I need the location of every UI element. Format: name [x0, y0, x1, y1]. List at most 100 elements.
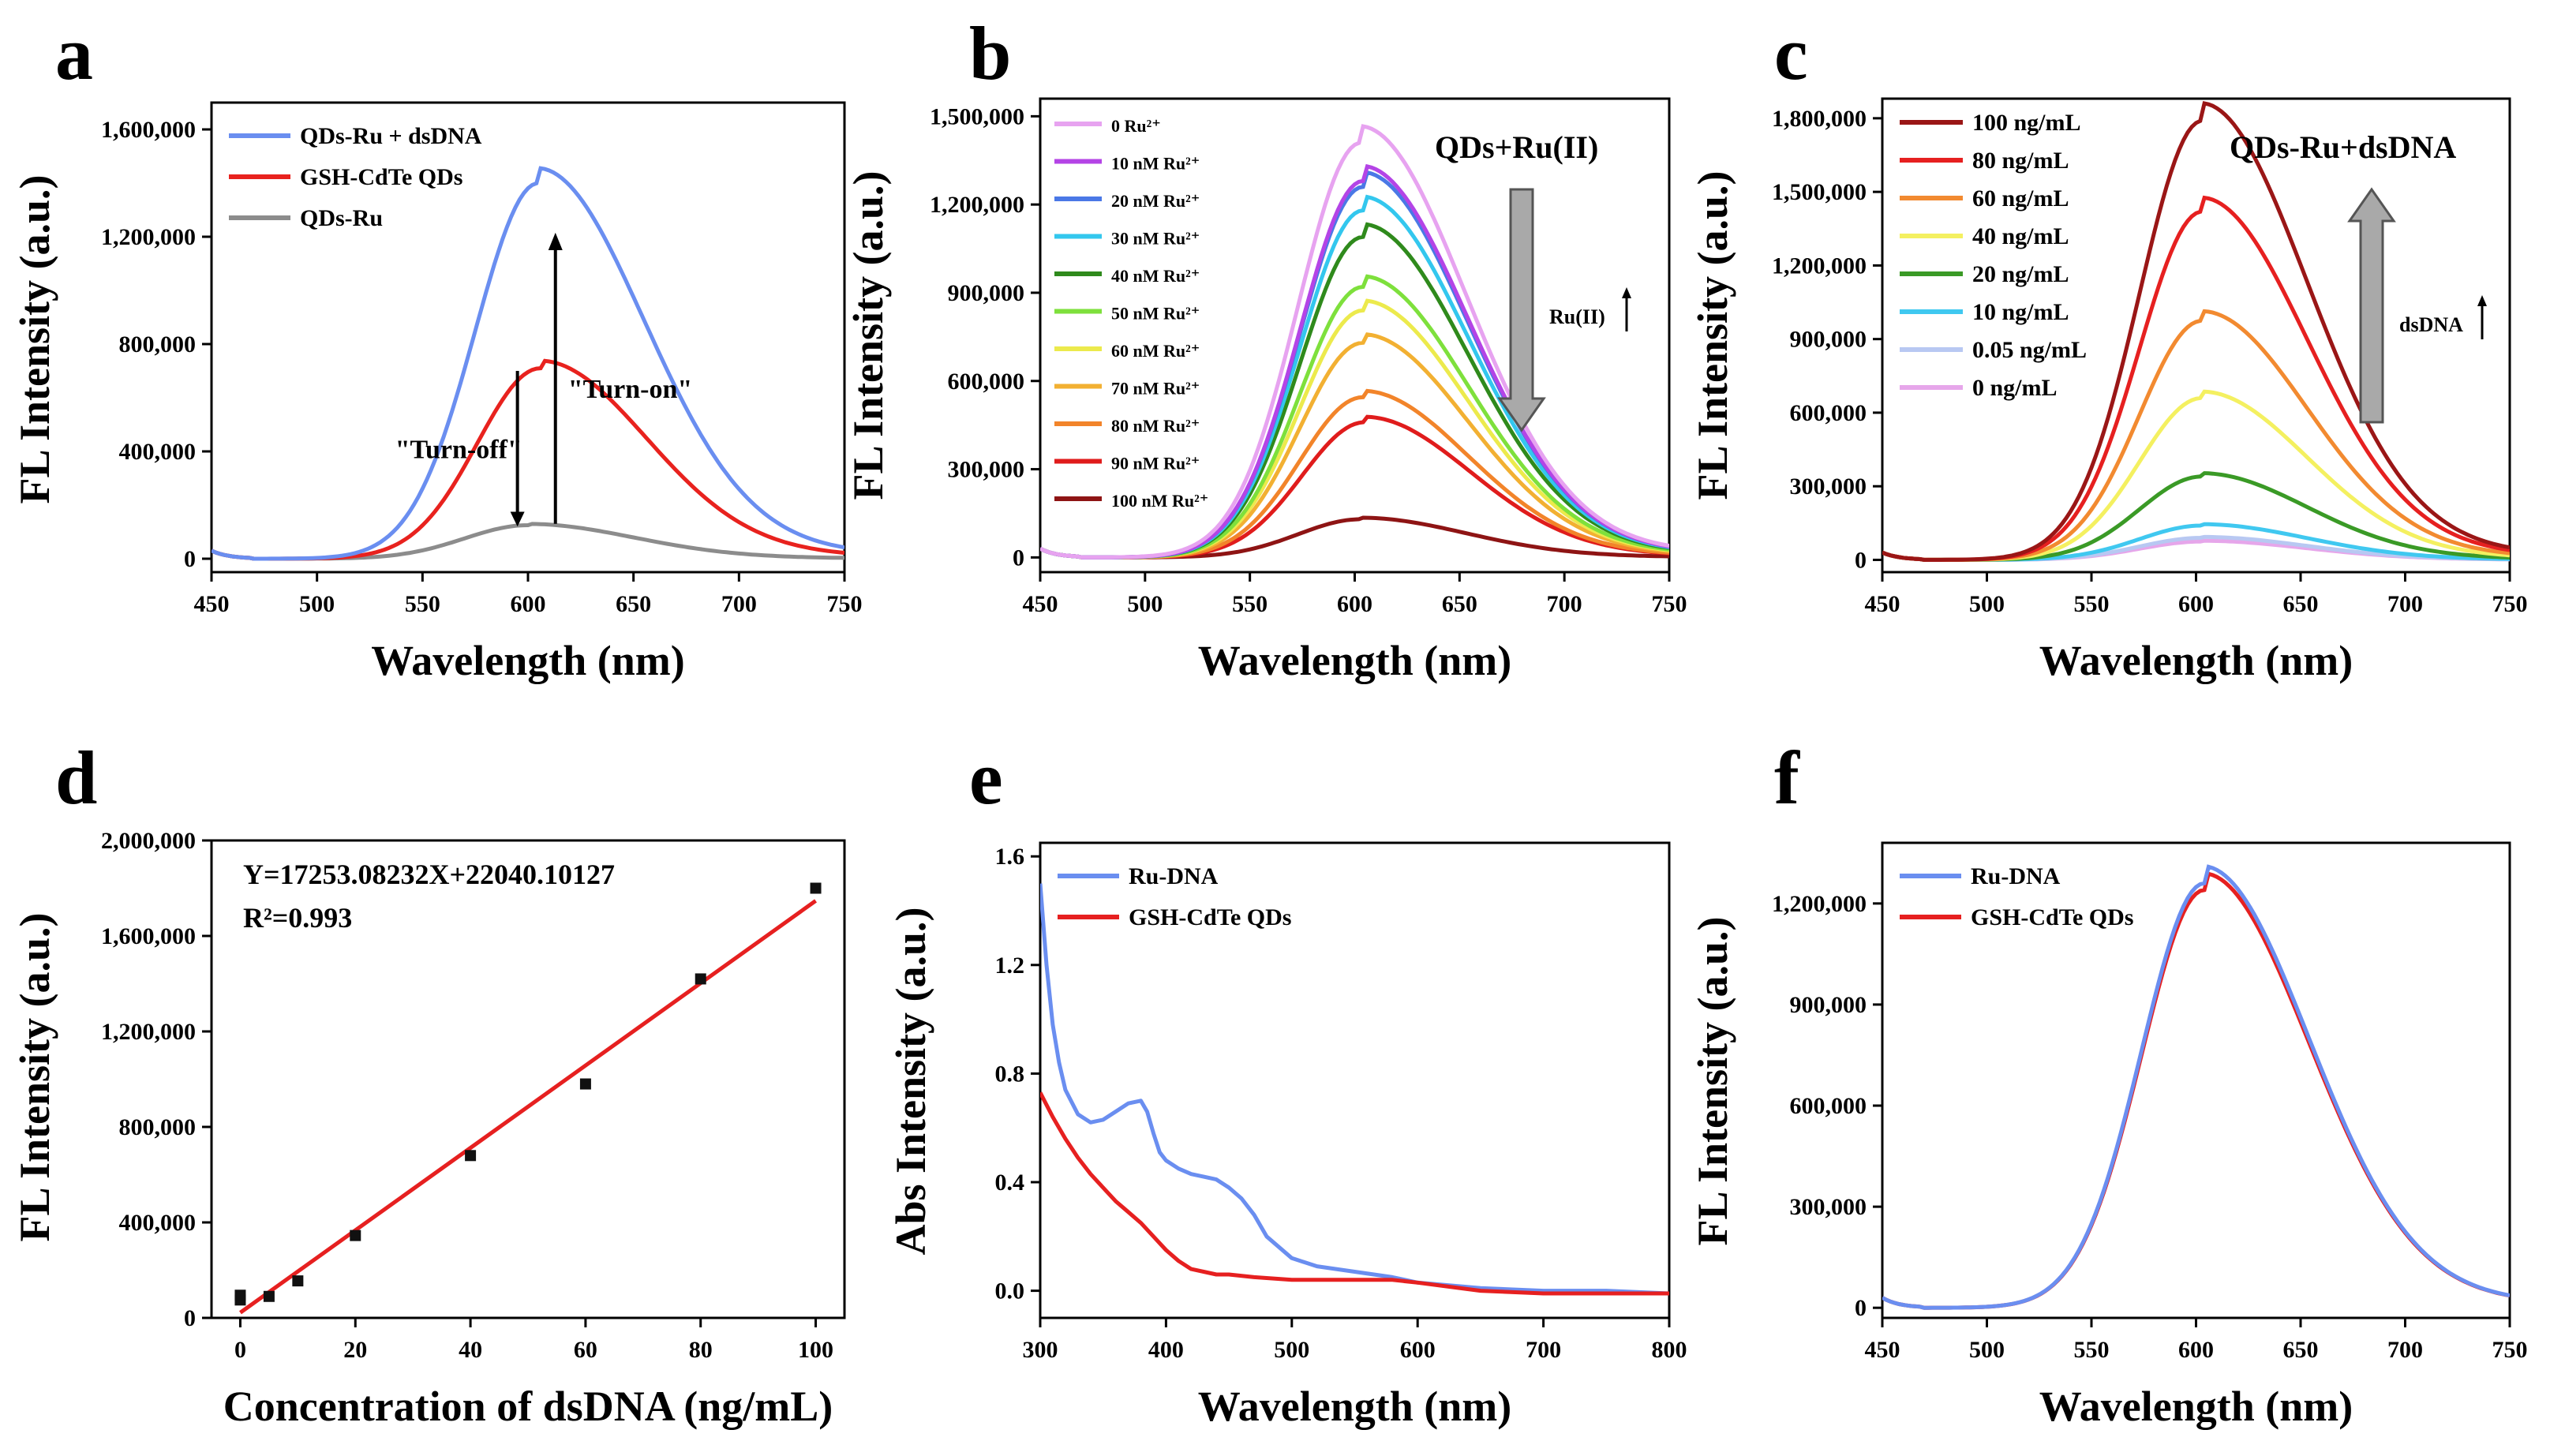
- plot-area: [1040, 883, 1669, 1296]
- series-line: [1040, 332, 1669, 560]
- legend-label: QDs-Ru + dsDNA: [300, 123, 482, 149]
- y-tick-label: 1,500,000: [930, 103, 1024, 129]
- x-tick-label: 600: [1337, 591, 1372, 617]
- x-axis-label: Wavelength (nm): [1198, 637, 1512, 684]
- legend-label: 40 nM Ru²⁺: [1111, 266, 1200, 286]
- y-tick-label: 300,000: [948, 457, 1025, 483]
- legend-label: 60 nM Ru²⁺: [1111, 341, 1200, 361]
- panel-b: b 450 500 550 600 650 700 750 0 300,000 600,000 900…: [844, 11, 1687, 684]
- y-tick-label: 0.4: [995, 1170, 1025, 1196]
- y-tick-label: 0: [1855, 547, 1867, 573]
- legend-label: 80 nM Ru²⁺: [1111, 416, 1200, 436]
- y-axis-label: FL Intensity (a.u.): [844, 170, 892, 500]
- legend-label: Ru-DNA: [1971, 863, 2061, 889]
- x-tick-label: 650: [2283, 591, 2319, 617]
- x-tick-label: 700: [2387, 591, 2423, 617]
- y-axis-label: FL Intensity (a.u.): [1689, 916, 1736, 1245]
- x-tick-label: 800: [1652, 1337, 1687, 1363]
- y-tick-label: 0: [184, 546, 196, 572]
- y-tick-label: 600,000: [1790, 1093, 1867, 1119]
- series-line: [1882, 101, 2510, 562]
- x-tick-label: 100: [798, 1337, 833, 1363]
- panel-e: e 300 400 500 600 700 800 0.0 0.4 0.8 1.2 1.6 Wavele…: [887, 735, 1687, 1430]
- series-line: [1040, 1091, 1669, 1296]
- legend-label: 20 ng/mL: [1972, 261, 2069, 287]
- y-tick-label: 1,600,000: [101, 117, 196, 143]
- data-point: [234, 1289, 246, 1301]
- x-tick-label: 650: [1442, 591, 1477, 617]
- legend-label: 20 nM Ru²⁺: [1111, 191, 1200, 211]
- plot-area: [1040, 124, 1669, 560]
- legend-label: Ru-DNA: [1129, 863, 1219, 889]
- x-tick-label: 300: [1023, 1337, 1058, 1363]
- data-point: [465, 1150, 477, 1162]
- x-axis-label: Concentration of dsDNA (ng/mL): [223, 1383, 833, 1430]
- x-tick-label: 450: [194, 591, 230, 617]
- turn-on-arrowhead: [548, 232, 563, 250]
- series-line: [1882, 864, 2510, 1310]
- y-axis-label: FL Intensity (a.u.): [11, 174, 58, 503]
- panel-letter: c: [1774, 11, 1808, 95]
- series-line: [212, 166, 844, 561]
- x-tick-label: 500: [1127, 591, 1163, 617]
- x-axis-label: Wavelength (nm): [2039, 1383, 2353, 1430]
- legend-label: 70 nM Ru²⁺: [1111, 379, 1200, 399]
- y-tick-label: 1,800,000: [1772, 106, 1867, 132]
- data-point: [263, 1290, 275, 1302]
- x-tick-label: 700: [721, 591, 757, 617]
- series-line: [1882, 471, 2510, 563]
- x-tick-label: 500: [1969, 1337, 2005, 1363]
- x-tick-label: 450: [1865, 591, 1900, 617]
- legend-label: 0 Ru²⁺: [1111, 116, 1161, 136]
- legend-label: 60 ng/mL: [1972, 185, 2069, 211]
- x-tick-label: 20: [343, 1337, 367, 1363]
- series-line: [212, 358, 844, 561]
- x-tick-label: 60: [574, 1337, 597, 1363]
- legend-label: QDs-Ru: [300, 205, 383, 231]
- legend-label: 0 ng/mL: [1972, 375, 2058, 401]
- x-tick-label: 700: [1547, 591, 1582, 617]
- legend-label: 90 nM Ru²⁺: [1111, 454, 1200, 473]
- legend-label: 40 ng/mL: [1972, 223, 2069, 249]
- plot-area: [1882, 864, 2510, 1310]
- x-tick-label: 500: [1274, 1337, 1309, 1363]
- y-tick-label: 900,000: [1790, 992, 1867, 1018]
- y-tick-label: 1,200,000: [101, 224, 196, 250]
- y-tick-label: 300,000: [1790, 473, 1867, 500]
- x-tick-label: 600: [511, 591, 546, 617]
- trend-arrow: [2347, 187, 2396, 424]
- y-tick-label: 300,000: [1790, 1194, 1867, 1220]
- plot-area: [212, 166, 844, 561]
- x-tick-label: 450: [1865, 1337, 1900, 1363]
- trend-arrow-label: Ru(II): [1549, 305, 1605, 328]
- x-tick-label: 80: [689, 1337, 713, 1363]
- turn-on-label: "Turn-on": [568, 375, 692, 404]
- legend-label: GSH-CdTe QDs: [300, 164, 462, 190]
- panel-f: f 450 500 550 600 650 700 750 0 300,000 600,000 900…: [1689, 735, 2528, 1430]
- panel-c: c 450 500 550 600 650 700 750 0 300,000 600,000 900…: [1689, 11, 2528, 684]
- y-tick-label: 1,200,000: [1772, 891, 1867, 917]
- trend-arrow-label: dsDNA: [2399, 313, 2463, 336]
- x-tick-label: 600: [1400, 1337, 1436, 1363]
- y-tick-label: 0.0: [995, 1278, 1025, 1304]
- y-axis-label: Abs Intensity (a.u.): [887, 907, 934, 1255]
- x-tick-label: 500: [299, 591, 335, 617]
- y-tick-label: 900,000: [1790, 327, 1867, 353]
- x-axis-label: Wavelength (nm): [2039, 637, 2353, 684]
- legend-label: 100 nM Ru²⁺: [1111, 491, 1208, 511]
- panel-letter: d: [55, 735, 97, 820]
- small-up-arrowhead: [1622, 287, 1631, 298]
- fit-equation: Y=17253.08232X+22040.10127: [243, 859, 615, 890]
- y-tick-label: 400,000: [119, 1210, 197, 1236]
- legend-label: 100 ng/mL: [1972, 110, 2081, 136]
- trend-arrow: [1497, 188, 1546, 432]
- data-point: [292, 1275, 304, 1287]
- y-tick-label: 1,200,000: [1772, 253, 1867, 279]
- data-point: [810, 882, 822, 894]
- x-tick-label: 550: [2074, 1337, 2110, 1363]
- small-up-arrowhead: [2477, 295, 2487, 306]
- turn-off-arrowhead: [510, 511, 525, 527]
- y-tick-label: 1,200,000: [101, 1019, 196, 1045]
